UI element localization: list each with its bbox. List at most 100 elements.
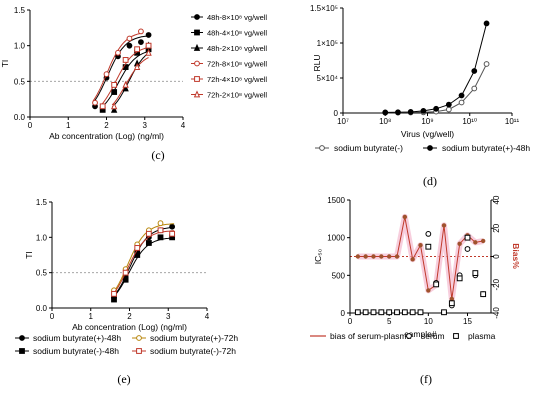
fit-curve (111, 230, 175, 296)
data-point (445, 106, 452, 113)
data-point (122, 269, 129, 276)
data-point (145, 230, 152, 237)
data-point (448, 300, 455, 307)
y-tick-label: 1.0 (36, 233, 48, 242)
legend-label: sodium butyrate(-)-72h (150, 346, 236, 356)
series-3 (111, 227, 176, 297)
y2-tick-label: -20 (492, 278, 501, 290)
data-point (458, 99, 465, 106)
data-point (483, 61, 490, 67)
data-point (138, 28, 144, 35)
legend-marker (136, 348, 142, 354)
data-point (354, 309, 361, 316)
data-point (425, 231, 432, 237)
data-point (157, 234, 164, 241)
legend-marker (427, 145, 433, 151)
y-tick-label: 0 (334, 109, 339, 118)
x-tick-label: 2 (104, 121, 109, 130)
fit-curve (100, 51, 149, 109)
data-point (418, 243, 423, 248)
y-tick-label: 1×10⁵ (317, 39, 338, 48)
x-axis-label: Ab concentration (Log) (ng/ml) (72, 322, 187, 332)
data-point (386, 309, 393, 316)
data-point (471, 68, 478, 74)
fit-curve (111, 52, 149, 108)
x-tick-label: 0 (348, 317, 353, 326)
data-point (441, 309, 447, 316)
y-tick-label: 0.5 (14, 77, 26, 86)
data-point (145, 240, 152, 246)
legend-label: sodium butyrate(+)-48h (33, 333, 121, 343)
y-tick-label: 0.0 (36, 304, 48, 313)
data-point (355, 254, 361, 259)
y2-tick-label: 20 (492, 223, 501, 232)
series-1 (111, 234, 176, 303)
legend-marker (194, 29, 200, 36)
data-point (122, 80, 129, 88)
data-point (483, 20, 490, 27)
data-point (126, 35, 133, 42)
caption-c: (c) (151, 148, 164, 162)
data-point (157, 220, 164, 227)
data-point (464, 246, 471, 252)
x-tick-label: 15 (463, 317, 472, 326)
data-point (145, 32, 152, 38)
data-point (169, 230, 176, 237)
series-4 (99, 42, 152, 110)
x-tick-label: 4 (205, 312, 210, 321)
legend-marker (453, 333, 459, 339)
data-point (122, 84, 129, 92)
data-point (409, 309, 416, 316)
data-point (401, 309, 408, 316)
legend-label: 48h-2×10⁸ vg/well (207, 44, 267, 53)
data-point (169, 223, 176, 230)
y-tick-label: 500 (332, 271, 346, 280)
legend-label: bias of serum-plasma (330, 331, 412, 341)
y-tick-label: 0 (341, 309, 346, 318)
series-0 (355, 213, 486, 302)
x-axis-label: sample# (404, 329, 436, 339)
data-point (111, 290, 117, 297)
caption-d: (d) (423, 174, 437, 188)
data-point (420, 108, 427, 114)
data-point (394, 309, 400, 316)
legend-marker (319, 145, 325, 151)
panel-d: 10⁷ 10⁸ 10⁹ 10¹⁰ 10¹¹ 0 5×10⁴ 1×10⁵ 1.5×10⁵ Virus… (310, 4, 530, 153)
data-point (145, 48, 152, 56)
fit-curve (111, 223, 175, 295)
y-axis-label: RLU (312, 54, 322, 71)
x-tick-label: 10⁷ (337, 117, 349, 126)
series-2 (354, 234, 487, 316)
legend-marker (193, 90, 201, 98)
y2-axis-label: Bias% (511, 243, 521, 269)
legend-marker (19, 335, 25, 341)
x-tick-label: 1 (89, 312, 94, 321)
fit-curve (111, 237, 175, 299)
data-point (449, 296, 455, 302)
y-axis-label: IC₅₀ (313, 248, 323, 264)
data-point (103, 71, 110, 78)
data-point (402, 214, 408, 220)
data-point (126, 42, 133, 49)
data-point (410, 257, 415, 262)
legend-label: 72h-2×10⁸ vg/well (207, 91, 267, 100)
data-point (145, 42, 152, 49)
data-point (371, 254, 376, 259)
y-tick-label: 1.5 (36, 198, 48, 207)
data-point (407, 109, 414, 115)
data-point (111, 296, 117, 303)
legend-label: sodium butyrate(+)-72h (150, 333, 238, 343)
y-axis-label: TI (24, 251, 34, 259)
x-tick-label: 1 (66, 121, 71, 130)
data-point (362, 309, 369, 316)
legend-label: sodium butyrate(+)-48h (442, 143, 530, 153)
data-point (111, 89, 118, 95)
panel-f: 0 5 10 15 0 500 1000 1500 -40 -20 0 20 40 sample# IC₅₀… (310, 195, 521, 341)
y2-tick-label: 40 (492, 195, 501, 204)
data-point (480, 238, 486, 244)
data-point (456, 275, 463, 282)
y-tick-label: 1.5 (14, 6, 26, 15)
data-point (473, 240, 478, 245)
series-5 (110, 48, 152, 110)
